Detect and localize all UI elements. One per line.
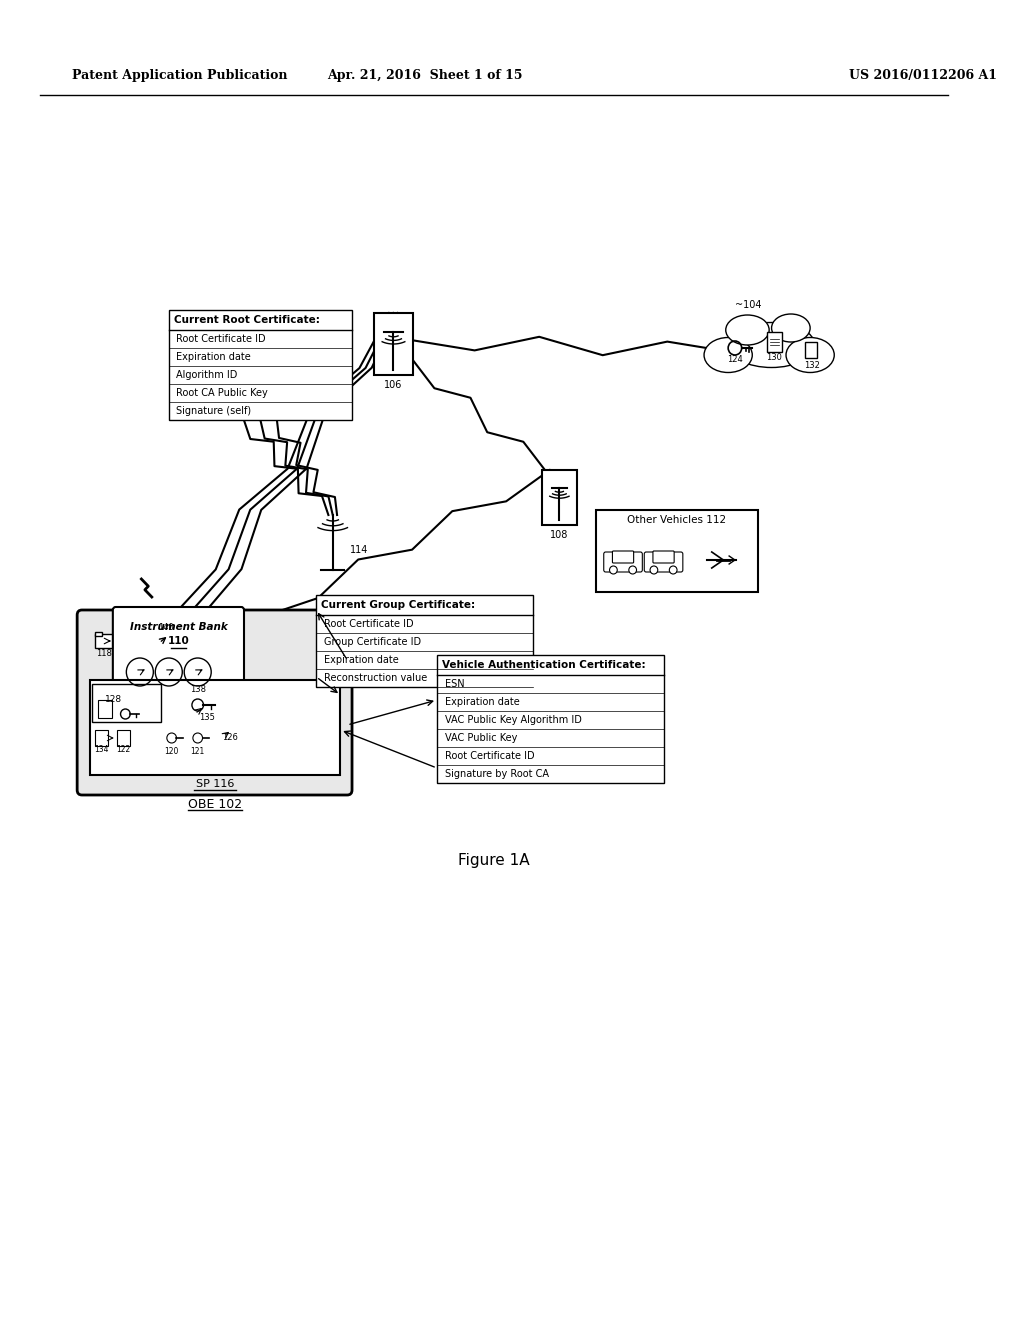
Text: Expiration date: Expiration date bbox=[444, 697, 519, 708]
Text: 114: 114 bbox=[350, 545, 369, 554]
Text: 124: 124 bbox=[727, 355, 742, 364]
Text: Group Certificate ID: Group Certificate ID bbox=[324, 638, 421, 647]
Circle shape bbox=[609, 566, 617, 574]
Text: Vehicle Authentication Certificate:: Vehicle Authentication Certificate: bbox=[441, 660, 645, 671]
Bar bbox=[437, 655, 664, 783]
Bar bbox=[94, 632, 102, 636]
Text: Reconstruction value: Reconstruction value bbox=[324, 673, 427, 682]
Bar bbox=[542, 470, 577, 525]
Ellipse shape bbox=[786, 338, 835, 372]
Bar bbox=[94, 634, 112, 648]
Text: VAC Public Key Algorithm ID: VAC Public Key Algorithm ID bbox=[444, 715, 582, 725]
Text: VAC Public Key: VAC Public Key bbox=[444, 733, 517, 743]
Text: 121: 121 bbox=[190, 747, 205, 756]
FancyBboxPatch shape bbox=[653, 550, 674, 564]
FancyBboxPatch shape bbox=[77, 610, 352, 795]
Bar bbox=[90, 680, 340, 775]
Ellipse shape bbox=[771, 314, 810, 342]
Text: Signature by Root CA: Signature by Root CA bbox=[444, 770, 549, 779]
Text: OBE 102: OBE 102 bbox=[187, 797, 242, 810]
Text: Current Root Certificate:: Current Root Certificate: bbox=[174, 315, 319, 325]
Circle shape bbox=[629, 566, 637, 574]
Text: Expiration date: Expiration date bbox=[176, 352, 251, 362]
Ellipse shape bbox=[728, 322, 815, 367]
Bar bbox=[117, 730, 130, 746]
Bar bbox=[98, 700, 112, 718]
Text: 134: 134 bbox=[94, 746, 109, 755]
Text: Root CA Public Key: Root CA Public Key bbox=[176, 388, 268, 399]
Text: Expiration date: Expiration date bbox=[324, 655, 398, 665]
Text: Patent Application Publication: Patent Application Publication bbox=[73, 69, 288, 82]
Text: 138: 138 bbox=[189, 685, 206, 694]
Text: 110: 110 bbox=[168, 636, 189, 645]
Text: Current Group Certificate:: Current Group Certificate: bbox=[322, 601, 475, 610]
Text: Root Certificate ID: Root Certificate ID bbox=[324, 619, 414, 630]
Text: US 2016/0112206 A1: US 2016/0112206 A1 bbox=[849, 69, 996, 82]
Text: 120: 120 bbox=[165, 747, 179, 756]
Text: Figure 1A: Figure 1A bbox=[458, 853, 529, 867]
FancyBboxPatch shape bbox=[604, 552, 642, 572]
Text: Algorithm ID: Algorithm ID bbox=[176, 370, 238, 380]
Bar bbox=[169, 310, 352, 420]
Text: Root Certificate ID: Root Certificate ID bbox=[176, 334, 266, 345]
FancyBboxPatch shape bbox=[644, 552, 683, 572]
Bar bbox=[316, 595, 534, 686]
Bar bbox=[374, 313, 413, 375]
Circle shape bbox=[650, 566, 657, 574]
Text: 118: 118 bbox=[96, 649, 112, 659]
Text: Apr. 21, 2016  Sheet 1 of 15: Apr. 21, 2016 Sheet 1 of 15 bbox=[327, 69, 522, 82]
Ellipse shape bbox=[726, 315, 769, 345]
Bar bbox=[91, 684, 161, 722]
Text: ESN: ESN bbox=[444, 678, 464, 689]
Text: 126: 126 bbox=[221, 734, 238, 742]
Circle shape bbox=[670, 566, 677, 574]
FancyBboxPatch shape bbox=[612, 550, 634, 564]
Text: Root Certificate ID: Root Certificate ID bbox=[444, 751, 535, 762]
Text: 130: 130 bbox=[767, 352, 782, 362]
Text: 140: 140 bbox=[158, 623, 174, 632]
Bar bbox=[94, 730, 108, 746]
Text: Signature (self): Signature (self) bbox=[176, 407, 252, 416]
Text: 128: 128 bbox=[105, 696, 122, 705]
Text: 135: 135 bbox=[200, 714, 215, 722]
Text: 132: 132 bbox=[804, 360, 820, 370]
Text: 106: 106 bbox=[384, 380, 402, 389]
Text: 108: 108 bbox=[550, 531, 568, 540]
Bar bbox=[805, 342, 817, 358]
Ellipse shape bbox=[705, 338, 753, 372]
Text: Instrument Bank: Instrument Bank bbox=[130, 622, 227, 632]
Text: SP 116: SP 116 bbox=[196, 779, 234, 789]
Bar bbox=[596, 510, 758, 591]
FancyBboxPatch shape bbox=[113, 607, 244, 704]
Text: 122: 122 bbox=[117, 746, 131, 755]
Bar bbox=[767, 333, 782, 352]
Text: Other Vehicles 112: Other Vehicles 112 bbox=[628, 515, 727, 525]
Text: ~104: ~104 bbox=[735, 300, 762, 310]
